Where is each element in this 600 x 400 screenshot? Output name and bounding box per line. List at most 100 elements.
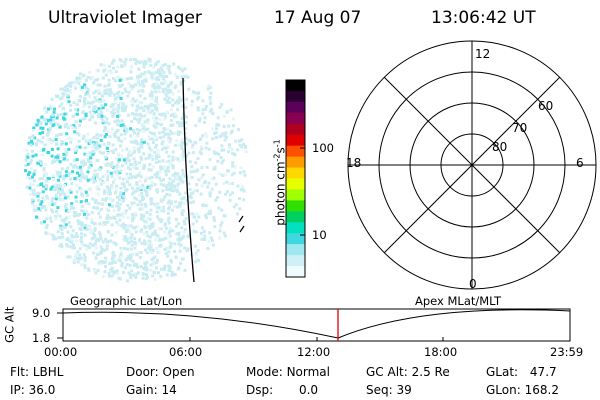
image-pixel xyxy=(98,177,102,181)
image-pixel xyxy=(171,229,175,233)
polar-label-mlt-6: 6 xyxy=(576,156,584,170)
image-pixel xyxy=(126,77,130,81)
image-pixel xyxy=(102,128,106,132)
image-pixel xyxy=(159,66,163,70)
image-pixel xyxy=(50,97,54,101)
image-pixel xyxy=(140,228,144,232)
image-pixel xyxy=(59,224,63,228)
image-pixel xyxy=(113,241,117,245)
image-pixel xyxy=(192,90,195,94)
image-pixel xyxy=(29,167,33,171)
image-pixel xyxy=(171,131,175,135)
image-pixel xyxy=(95,253,99,256)
image-pixel xyxy=(171,270,174,274)
image-pixel xyxy=(113,97,117,101)
image-pixel xyxy=(121,123,125,127)
image-pixel xyxy=(123,60,127,64)
image-pixel xyxy=(30,198,34,202)
image-pixel xyxy=(86,178,90,182)
image-pixel xyxy=(168,184,172,188)
image-pixel xyxy=(31,135,35,139)
image-pixel xyxy=(114,101,118,105)
image-pixel xyxy=(123,126,127,130)
image-pixel xyxy=(104,221,108,225)
image-pixel xyxy=(197,215,201,219)
image-pixel xyxy=(194,169,198,173)
image-pixel xyxy=(162,165,166,169)
image-pixel xyxy=(101,175,105,179)
image-pixel xyxy=(217,206,221,210)
image-pixel xyxy=(164,115,167,119)
image-pixel xyxy=(201,112,205,116)
image-pixel xyxy=(168,71,172,75)
image-pixel xyxy=(151,116,155,120)
image-pixel xyxy=(94,199,98,202)
auroral-image xyxy=(23,57,248,283)
image-pixel xyxy=(171,92,175,96)
image-pixel xyxy=(133,99,137,103)
image-pixel xyxy=(161,77,165,81)
image-pixel xyxy=(101,119,105,123)
image-pixel xyxy=(159,243,163,247)
colorbar-label-exp2: -1 xyxy=(272,139,282,148)
image-pixel xyxy=(98,99,102,103)
image-pixel xyxy=(155,261,159,264)
info-key: Flt: xyxy=(10,365,29,379)
image-pixel xyxy=(204,146,208,150)
image-pixel xyxy=(31,190,35,194)
image-pixel xyxy=(159,182,163,186)
image-pixel xyxy=(141,276,145,280)
image-pixel xyxy=(228,198,232,202)
image-pixel xyxy=(112,107,116,111)
image-pixel xyxy=(80,161,84,165)
image-pixel xyxy=(145,275,149,279)
image-pixel xyxy=(87,202,91,206)
image-pixel xyxy=(204,216,208,220)
image-pixel xyxy=(230,148,234,152)
image-pixel xyxy=(177,232,181,236)
image-pixel xyxy=(75,190,79,194)
image-pixel xyxy=(62,93,66,97)
image-pixel xyxy=(158,237,162,241)
image-pixel xyxy=(239,166,243,170)
image-pixel xyxy=(139,155,143,159)
image-pixel xyxy=(147,135,151,139)
image-pixel xyxy=(78,165,82,169)
image-pixel xyxy=(182,219,186,223)
image-pixel xyxy=(120,78,124,82)
image-pixel xyxy=(140,115,143,119)
image-pixel xyxy=(148,226,152,230)
image-pixel xyxy=(60,96,64,100)
image-pixel xyxy=(171,112,175,116)
image-pixel xyxy=(146,108,150,112)
image-pixel xyxy=(75,171,79,175)
image-pixel xyxy=(125,279,129,283)
image-pixel xyxy=(110,198,114,202)
image-pixel xyxy=(181,175,185,179)
image-pixel xyxy=(119,246,123,250)
image-pixel xyxy=(153,104,157,108)
image-pixel xyxy=(127,254,131,258)
image-pixel xyxy=(44,225,48,229)
image-pixel xyxy=(190,145,194,149)
image-pixel xyxy=(179,261,183,265)
image-pixel xyxy=(155,99,159,103)
image-pixel xyxy=(111,112,115,116)
image-pixel xyxy=(137,89,141,93)
info-key: Dsp: xyxy=(246,383,274,397)
image-pixel xyxy=(65,122,68,126)
image-pixel xyxy=(115,269,119,273)
image-pixel xyxy=(183,268,187,272)
image-pixel xyxy=(171,150,175,154)
image-pixel xyxy=(163,112,167,116)
image-pixel xyxy=(41,126,45,130)
image-pixel xyxy=(148,239,152,243)
image-pixel xyxy=(173,157,177,161)
image-pixel xyxy=(75,158,79,162)
image-pixel xyxy=(32,171,36,175)
image-pixel xyxy=(135,167,139,170)
image-pixel xyxy=(196,168,200,172)
image-pixel xyxy=(50,147,54,151)
image-pixel xyxy=(119,133,123,137)
image-pixel xyxy=(60,140,64,144)
